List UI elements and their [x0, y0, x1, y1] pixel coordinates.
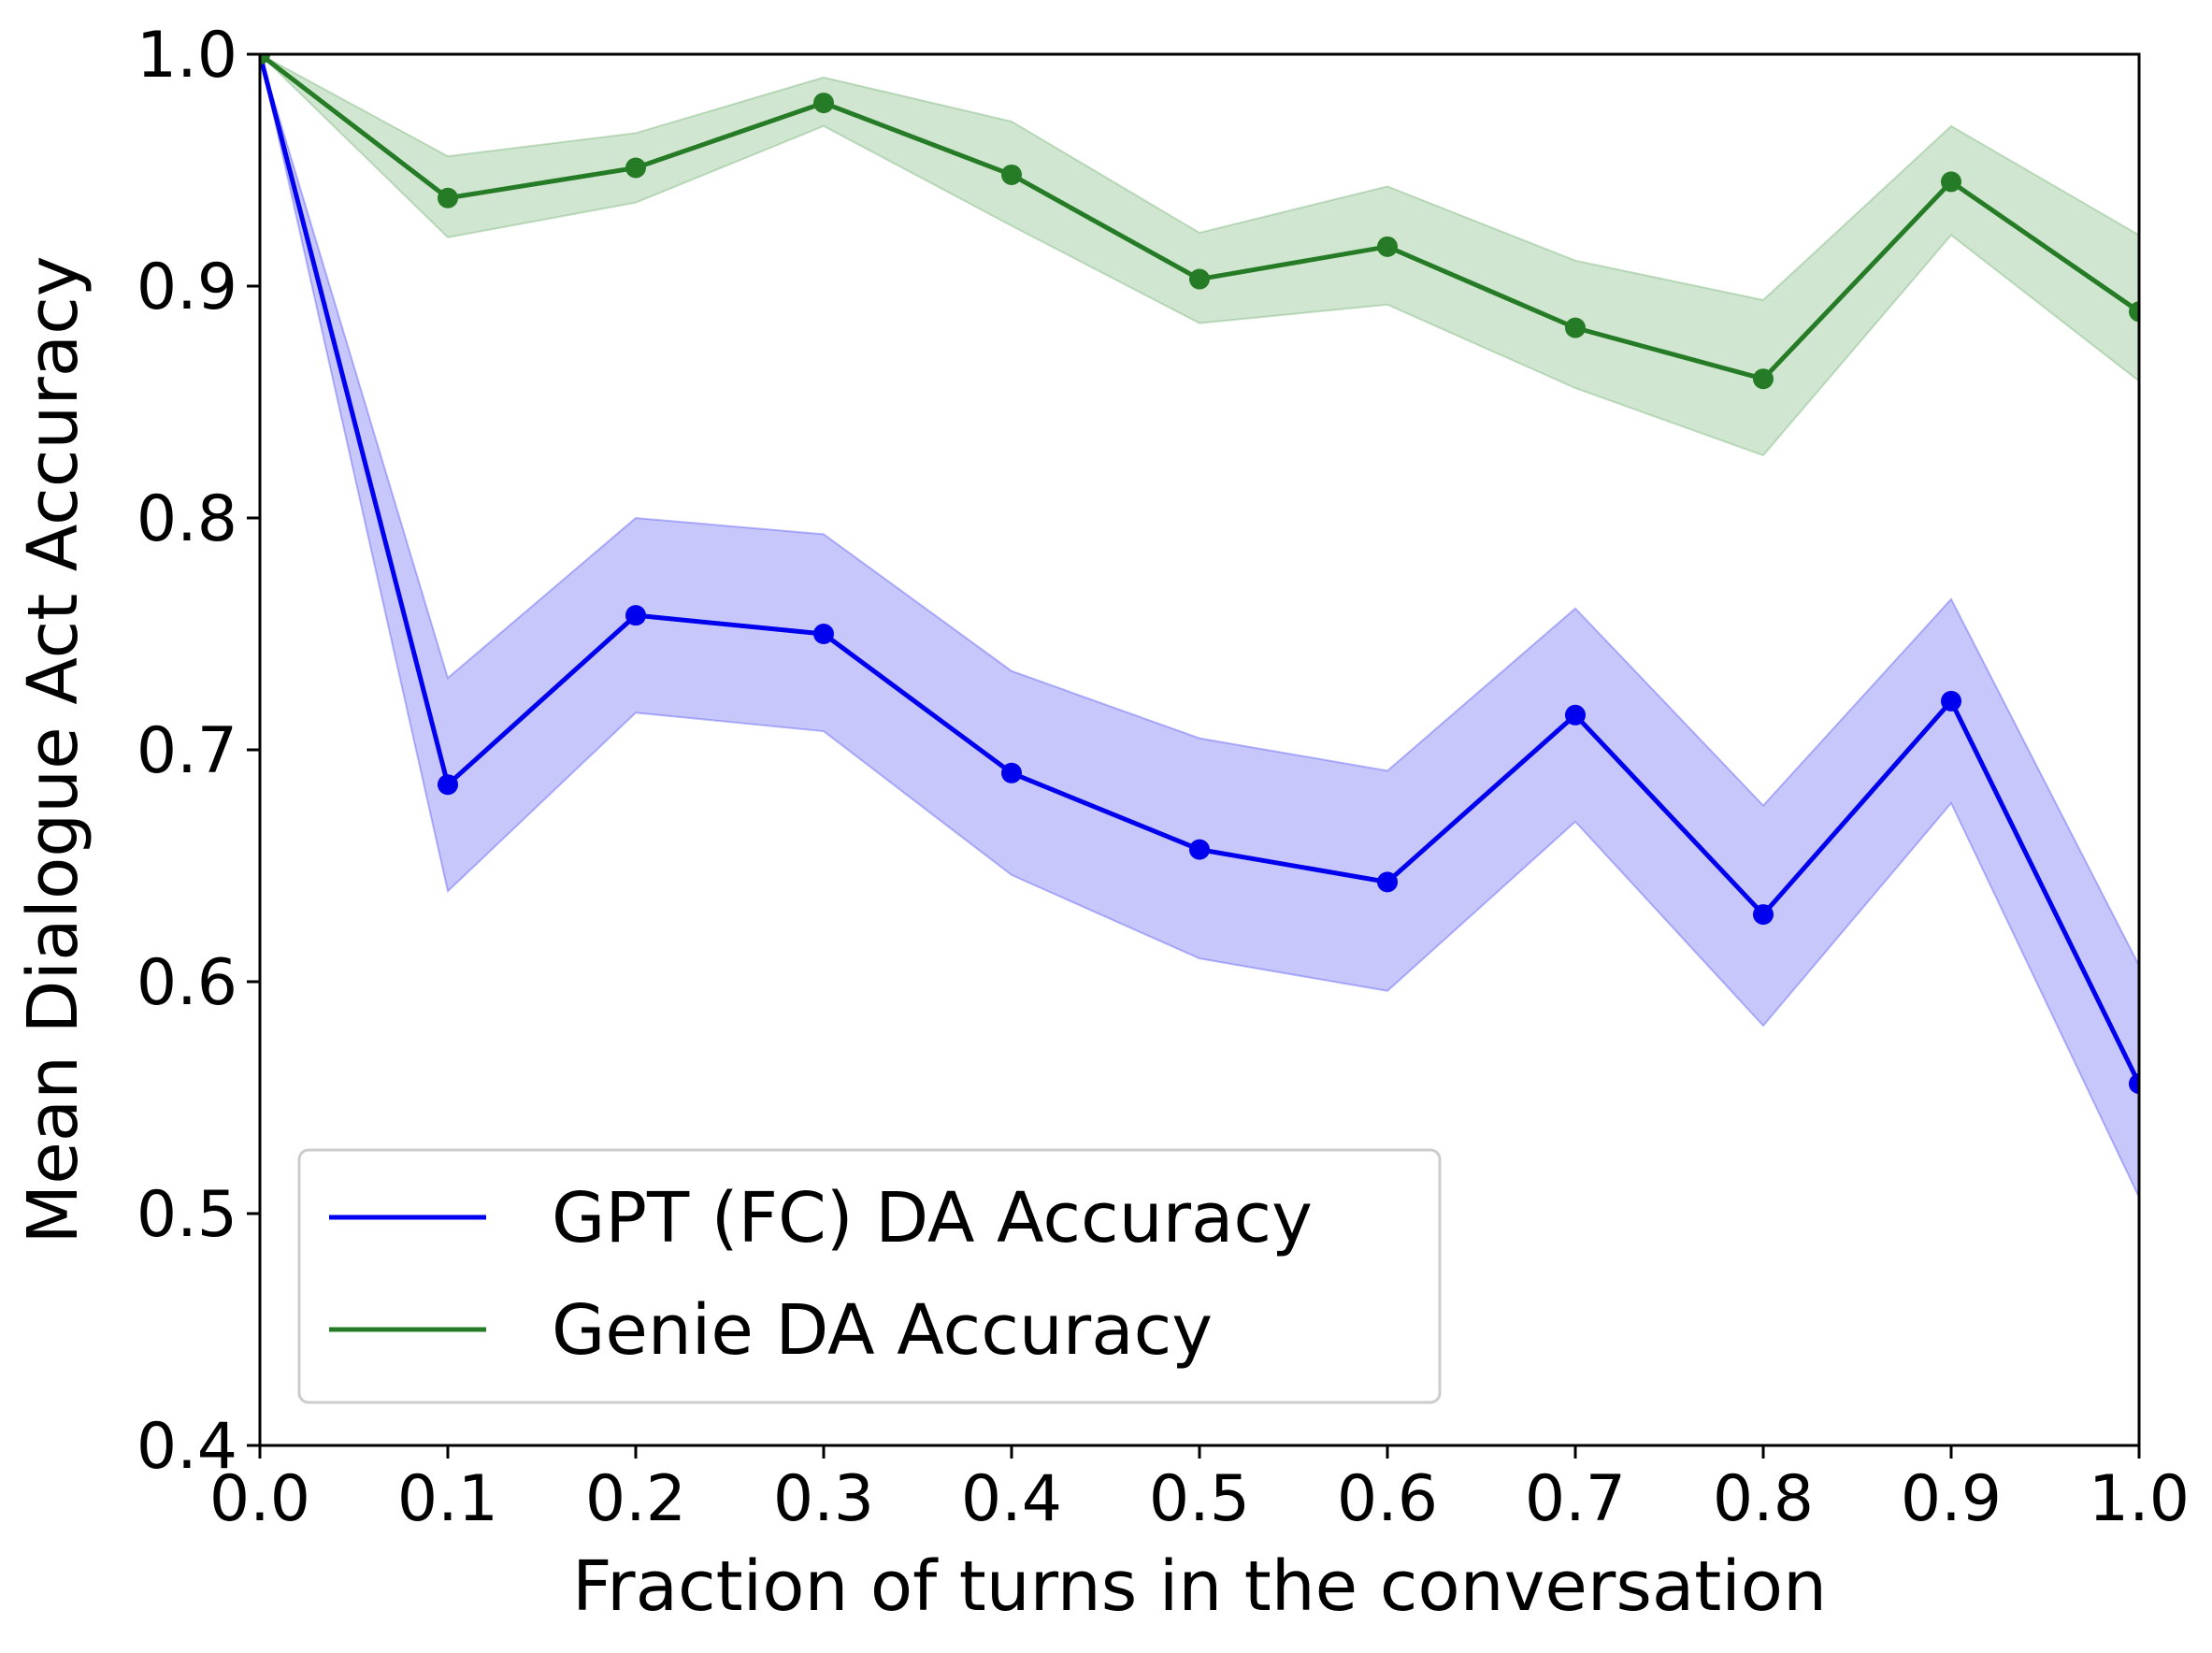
x-tick-label: 1.0: [2089, 1462, 2190, 1536]
x-tick-label: 0.4: [961, 1462, 1062, 1536]
legend: GPT (FC) DA Accuracy Genie DA Accuracy: [297, 1148, 1442, 1404]
gpt-fc-da-accuracy-point: [813, 624, 834, 644]
genie-da-accuracy-point: [1941, 171, 1961, 193]
gpt-fc-da-accuracy-point: [1377, 871, 1398, 893]
y-tick-label: 0.4: [136, 1410, 237, 1484]
gpt-fc-da-accuracy-point: [438, 774, 458, 796]
gpt-fc-da-accuracy-legend-label: GPT (FC) DA Accuracy: [552, 1178, 1313, 1258]
genie-da-accuracy-point: [1189, 268, 1210, 290]
genie-da-accuracy-point: [1565, 317, 1586, 338]
y-tick-label: 1.0: [136, 19, 237, 93]
genie-da-accuracy-point: [1753, 368, 1774, 390]
genie-da-accuracy-point: [260, 54, 270, 65]
x-tick-label: 0.0: [209, 1462, 310, 1536]
y-tick-label: 0.6: [136, 946, 237, 1020]
y-tick-label: 0.9: [136, 251, 237, 324]
y-tick-label: 0.5: [136, 1178, 237, 1252]
gpt-fc-da-accuracy-point: [1001, 762, 1022, 783]
x-tick-label: 0.2: [585, 1462, 686, 1536]
series-markers: [260, 54, 2139, 1095]
genie-da-accuracy-point: [1377, 236, 1398, 257]
genie-da-accuracy-point: [813, 93, 834, 114]
x-tick-label: 0.3: [773, 1462, 874, 1536]
legend-box: [297, 1148, 1442, 1404]
x-tick-label: 0.6: [1337, 1462, 1438, 1536]
genie-da-accuracy-point: [2129, 301, 2139, 323]
gpt-fc-da-accuracy-point: [1941, 690, 1961, 712]
x-tick-label: 0.1: [397, 1462, 498, 1536]
x-tick-label: 0.7: [1525, 1462, 1626, 1536]
gpt-fc-da-accuracy-point: [1189, 839, 1210, 860]
gpt-fc-da-accuracy-point: [1565, 704, 1586, 726]
axis-ticks: 0.0 0.1 0.2 0.3 0.4 0.5 0.6 0.7 0.8 0.9 1.0 0.4 0.5 0…: [136, 19, 2190, 1536]
gpt-fc-da-accuracy-confidence-band: [260, 54, 2139, 1199]
y-axis-label: Mean Dialogue Act Accuracy: [13, 255, 93, 1243]
x-axis-label: Fraction of turns in the conversation: [572, 1546, 1827, 1627]
y-tick-label: 0.7: [136, 714, 237, 788]
genie-da-accuracy-legend-label: Genie DA Accuracy: [552, 1290, 1213, 1371]
x-tick-label: 0.5: [1149, 1462, 1250, 1536]
genie-da-accuracy-point: [625, 157, 646, 179]
genie-da-accuracy-point: [1001, 164, 1022, 185]
genie-da-accuracy-point: [438, 187, 458, 208]
y-tick-label: 0.8: [136, 482, 237, 556]
x-tick-label: 0.8: [1713, 1462, 1814, 1536]
gpt-fc-da-accuracy-point: [2129, 1073, 2139, 1095]
x-tick-label: 0.9: [1901, 1462, 2002, 1536]
gpt-fc-da-accuracy-point: [1753, 904, 1774, 926]
gpt-fc-da-accuracy-point: [625, 605, 646, 626]
